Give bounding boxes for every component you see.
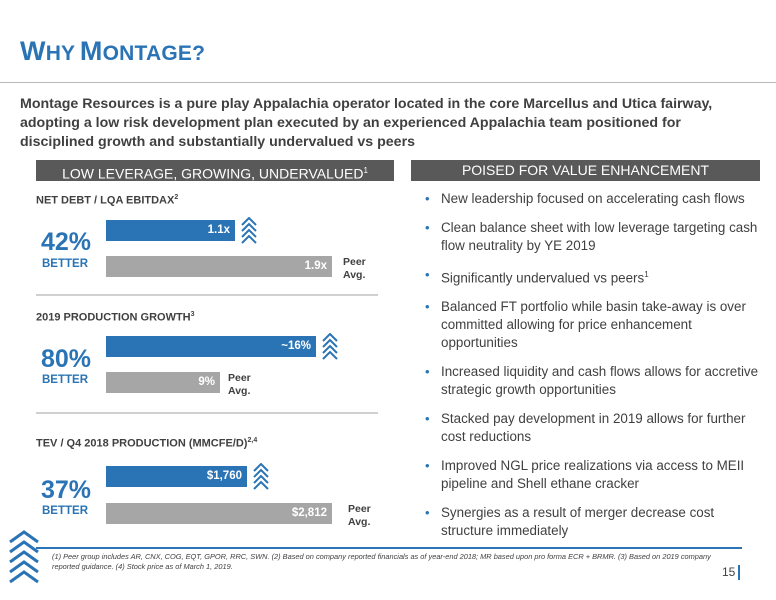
- montage-bar: 1.1x: [106, 220, 235, 241]
- peer-bar: 1.9x: [106, 256, 332, 277]
- metric-footnote-ref: 2: [174, 194, 179, 201]
- metric-label-text: 2019 PRODUCTION GROWTH: [36, 311, 191, 324]
- peer-label-line2: Avg.: [348, 516, 371, 528]
- metric-divider: [36, 412, 378, 414]
- list-item-text: New leadership focused on accelerating c…: [441, 191, 745, 206]
- intro-statement: Montage Resources is a pure play Appalac…: [20, 96, 713, 150]
- page-number-accent: [738, 565, 740, 580]
- list-item-text: Clean balance sheet with low leverage ta…: [441, 219, 758, 253]
- list-item: • Increased liquidity and cash flows allo…: [425, 363, 765, 399]
- metric-divider: [36, 294, 378, 296]
- list-item: • New leadership focused on accelerating …: [425, 190, 765, 208]
- title-initial-m: M: [79, 36, 103, 66]
- list-item-text: Improved NGL price realizations via acce…: [441, 457, 745, 491]
- bullet-dot-icon: •: [425, 219, 430, 235]
- metric-label-text: TEV / Q4 2018 PRODUCTION (MMCFE/D): [36, 437, 248, 450]
- improvement-percent: 37%: [41, 476, 92, 504]
- list-item-text: Stacked pay development in 2019 allows f…: [441, 410, 746, 444]
- metric-footnote-ref: 3: [190, 311, 195, 318]
- title-initial-w: W: [20, 36, 46, 66]
- montage-bar-value: ~16%: [281, 340, 311, 352]
- bullet-dot-icon: •: [425, 410, 430, 426]
- list-item-text: Increased liquidity and cash flows allow…: [441, 363, 759, 398]
- peer-avg-label: Peer Avg.: [228, 372, 251, 398]
- list-item-text: Balanced FT portfolio while basin take-a…: [441, 298, 746, 351]
- peer-bar-value: $2,812: [291, 507, 327, 519]
- peer-bar: $2,812: [106, 503, 332, 524]
- peer-bar-value: 1.9x: [304, 260, 327, 272]
- list-item-footnote-ref: 1: [644, 269, 649, 279]
- right-section-banner: POISED FOR VALUE ENHANCEMENT: [411, 160, 760, 181]
- page-number: 15: [722, 565, 736, 579]
- montage-logo-icon: [253, 463, 269, 490]
- peer-bar: 9%: [106, 372, 220, 393]
- list-item: • Balanced FT portfolio while basin take-…: [425, 298, 765, 353]
- right-banner-text: POISED FOR VALUE ENHANCEMENT: [461, 162, 710, 178]
- montage-bar-value: 1.1x: [207, 224, 230, 236]
- metric-label: NET DEBT / LQA EBITDAX2: [36, 194, 178, 207]
- bullet-dot-icon: •: [425, 266, 430, 282]
- left-banner-footnote-ref: 1: [363, 166, 368, 175]
- bullet-dot-icon: •: [425, 298, 430, 314]
- page-title: WHY MONTAGE?: [20, 36, 205, 67]
- improvement-percent: 80%: [41, 345, 92, 373]
- montage-bar-value: $1,760: [206, 470, 242, 482]
- peer-bar-value: 9%: [198, 376, 215, 388]
- list-item: • Significantly undervalued vs peers1: [425, 266, 765, 288]
- list-item-text: Significantly undervalued vs peers: [441, 270, 645, 286]
- list-item: • Improved NGL price realizations via acc…: [425, 457, 765, 493]
- list-item: • Clean balance sheet with low leverage t…: [425, 219, 765, 255]
- montage-logo-icon: [9, 530, 39, 584]
- better-label: BETTER: [42, 505, 88, 517]
- montage-logo-icon: [241, 217, 257, 244]
- peer-label-line1: Peer: [228, 372, 251, 384]
- title-rest-why: HY: [45, 42, 76, 65]
- peer-avg-label: Peer Avg.: [348, 503, 371, 529]
- better-label: BETTER: [42, 374, 88, 386]
- peer-label-line2: Avg.: [228, 385, 251, 397]
- montage-bar: ~16%: [106, 336, 316, 357]
- left-banner-text: LOW LEVERAGE, GROWING, UNDERVALUED: [62, 165, 364, 182]
- bullet-dot-icon: •: [425, 191, 430, 206]
- montage-bar: $1,760: [106, 466, 247, 487]
- metric-footnote-ref: 2,4: [247, 437, 258, 444]
- title-divider: [0, 82, 776, 83]
- bullet-dot-icon: •: [425, 504, 430, 520]
- peer-label-line1: Peer: [348, 503, 371, 515]
- left-section-banner: LOW LEVERAGE, GROWING, UNDERVALUED1: [36, 160, 394, 182]
- footnote: (1) Peer group includes AR, CNX, COG, EQ…: [52, 552, 711, 571]
- bullet-dot-icon: •: [425, 363, 430, 379]
- metric-label: TEV / Q4 2018 PRODUCTION (MMCFE/D)2,4: [36, 437, 257, 450]
- peer-avg-label: Peer Avg.: [343, 256, 366, 282]
- footer-divider: [36, 547, 742, 549]
- metric-label-text: NET DEBT / LQA EBITDAX: [36, 194, 175, 207]
- metric-label: 2019 PRODUCTION GROWTH3: [36, 311, 195, 324]
- list-item-text: Synergies as a result of merger decrease…: [441, 504, 715, 538]
- title-rest-montage: ONTAGE?: [102, 42, 206, 65]
- peer-label-line2: Avg.: [343, 269, 366, 281]
- list-item: • Stacked pay development in 2019 allows …: [425, 410, 765, 446]
- value-enhancement-list: • New leadership focused on accelerating …: [425, 190, 765, 551]
- peer-label-line1: Peer: [343, 256, 366, 268]
- montage-logo-icon: [322, 333, 338, 360]
- bullet-dot-icon: •: [425, 457, 430, 473]
- better-label: BETTER: [42, 258, 88, 270]
- list-item: • Synergies as a result of merger decreas…: [425, 504, 765, 540]
- improvement-percent: 42%: [41, 228, 92, 256]
